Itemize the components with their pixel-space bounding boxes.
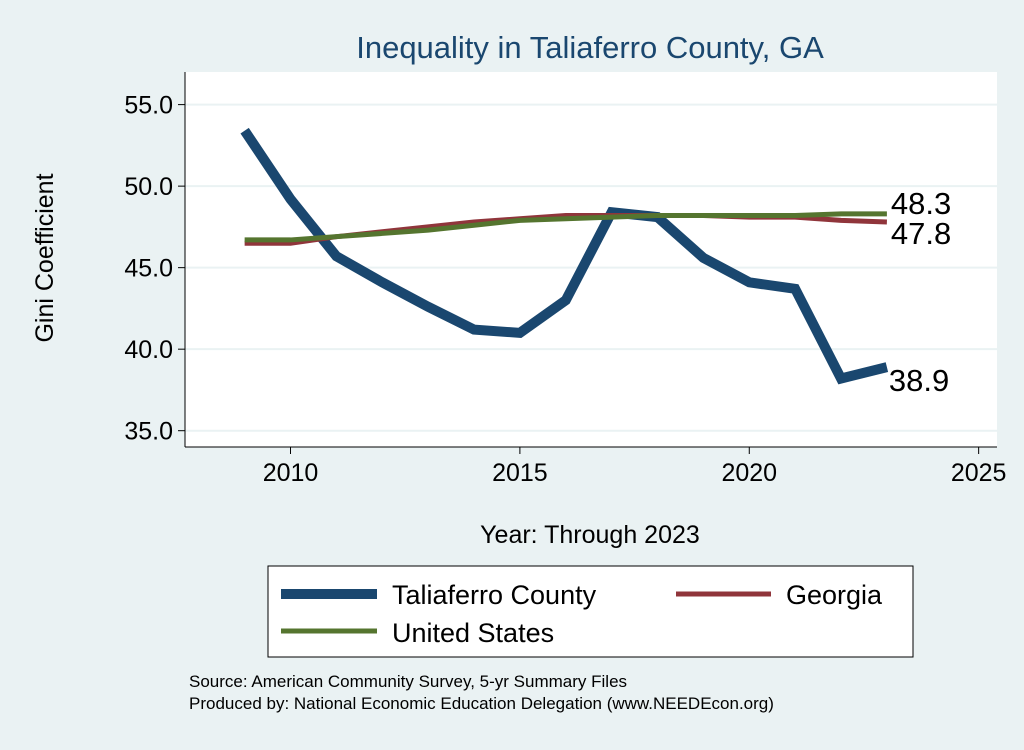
legend: Taliaferro County Georgia United States — [268, 566, 913, 657]
end-label: 38.9 — [889, 363, 949, 398]
legend-label-taliaferro: Taliaferro County — [392, 580, 597, 610]
legend-label-us: United States — [392, 618, 554, 648]
chart-title: Inequality in Taliaferro County, GA — [356, 30, 824, 65]
x-tick-label: 2015 — [492, 459, 548, 487]
y-tick-label: 55.0 — [124, 92, 173, 120]
x-tick-label: 2025 — [951, 459, 1007, 487]
y-tick-label: 35.0 — [124, 418, 173, 446]
y-axis-label: Gini Coefficient — [31, 173, 59, 342]
end-label: 47.8 — [891, 216, 951, 251]
y-tick-label: 40.0 — [124, 336, 173, 364]
y-tick-label: 45.0 — [124, 255, 173, 283]
end-label: 48.3 — [891, 186, 951, 221]
x-tick-label: 2010 — [263, 459, 319, 487]
y-tick-label: 50.0 — [124, 173, 173, 201]
x-tick-label: 2020 — [721, 459, 777, 487]
source-note: Source: American Community Survey, 5-yr … — [189, 672, 627, 691]
x-axis-label: Year: Through 2023 — [480, 521, 700, 549]
produced-note: Produced by: National Economic Education… — [189, 694, 774, 713]
legend-label-georgia: Georgia — [786, 580, 883, 610]
